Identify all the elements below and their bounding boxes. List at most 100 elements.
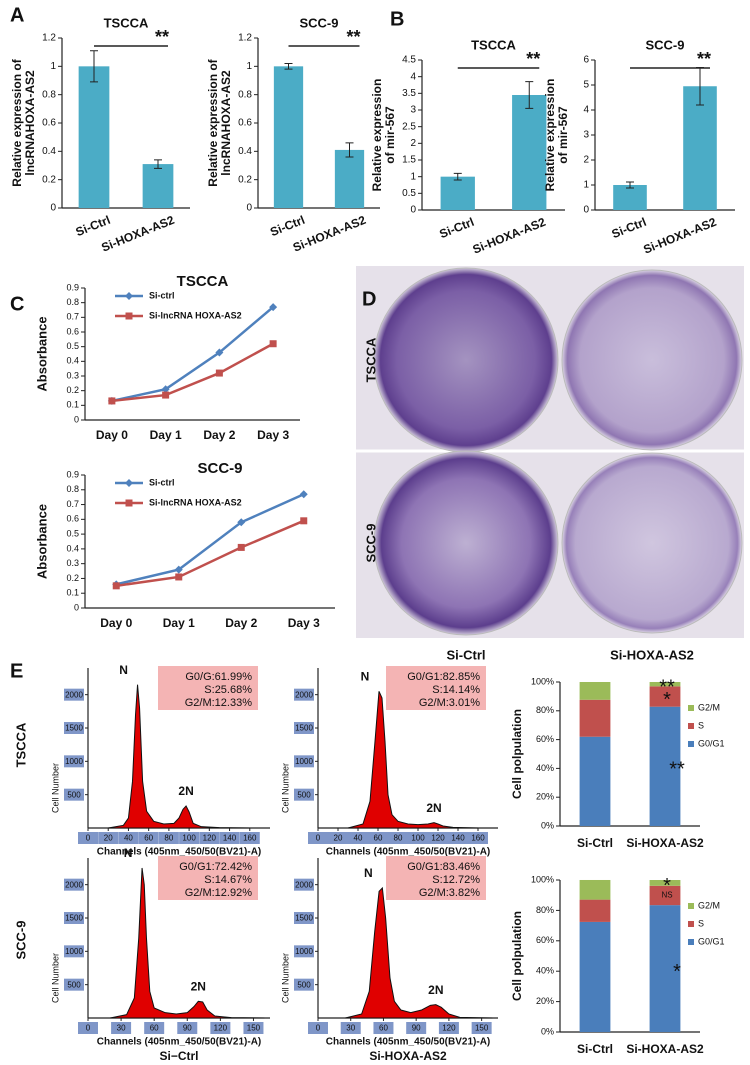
- peak-label: N: [119, 663, 128, 677]
- x-tick-label: 60: [150, 1024, 159, 1033]
- tick-chip: [328, 832, 348, 844]
- caption: Si-HOXA-AS2: [369, 1049, 447, 1063]
- x-tick-label: Si-HOXA-AS2: [626, 836, 704, 850]
- tick-chip: [294, 945, 314, 958]
- x-tick-label: Day 0: [100, 616, 132, 630]
- y-tick-label: 6: [583, 55, 589, 66]
- x-tick-label: 60: [379, 1024, 388, 1033]
- y-tick-label: 80%: [536, 705, 554, 715]
- x-tick-label: 0: [316, 1024, 321, 1033]
- bar-segment: [649, 686, 681, 707]
- y-tick-label: 80%: [536, 905, 554, 915]
- y-axis-label: Relative expression of: [206, 58, 220, 186]
- y-tick-label: 0.8: [66, 297, 79, 307]
- x-tick-label: 30: [346, 1024, 355, 1033]
- y-tick-label: 0.9: [66, 282, 79, 292]
- tick-chip: [64, 722, 84, 734]
- tick-chip: [468, 832, 488, 844]
- x-tick-label: 140: [451, 834, 465, 843]
- y-axis-label: Relative expression: [370, 79, 384, 192]
- y-tick-label: 0: [50, 203, 56, 214]
- y-tick-label: 0.3: [66, 558, 79, 568]
- error-bar: [453, 172, 462, 181]
- tick-chip: [64, 878, 84, 891]
- error-bar: [90, 50, 98, 83]
- y-tick-label: 1500: [65, 914, 83, 923]
- x-axis-label: Channels (405nm_450/50(BV21)-A): [326, 847, 491, 858]
- y-tick-label: 2.5: [402, 121, 416, 132]
- y-tick-label: 2000: [295, 690, 313, 699]
- chart-title: SCC-9: [645, 37, 684, 52]
- tick-chip: [64, 688, 84, 701]
- tick-chip: [158, 832, 179, 844]
- stats-box: [158, 666, 258, 710]
- y-tick-label: 0: [410, 205, 416, 216]
- tick-chip: [373, 1022, 394, 1034]
- tick-chip: [138, 832, 159, 844]
- marker: [125, 292, 133, 300]
- marker: [215, 369, 223, 377]
- legend-swatch: [688, 723, 694, 729]
- marker: [269, 303, 278, 312]
- stats-text: G2/M:12.92%: [185, 887, 252, 899]
- peak-label: 2N: [426, 801, 441, 815]
- stats-text: G0/G1:72.42%: [179, 861, 252, 873]
- bar-segment: [579, 899, 611, 922]
- y-tick-label: 0.6: [238, 118, 252, 129]
- y-tick-label: 3: [583, 130, 589, 141]
- y-tick-label: 0.1: [66, 400, 79, 410]
- y-tick-label: 2000: [65, 690, 83, 699]
- y-tick-label: 0.5: [402, 188, 416, 199]
- tick-chip: [294, 688, 314, 701]
- tick-chip: [64, 755, 84, 768]
- legend-label: G2/M: [698, 702, 720, 712]
- chart-title: TSCCA: [177, 273, 229, 290]
- y-tick-label: 0: [246, 203, 252, 214]
- y-tick-label: 0.9: [66, 469, 79, 479]
- stats-box: [158, 856, 258, 900]
- tick-chip: [118, 832, 139, 844]
- y-tick-label: 2000: [295, 880, 313, 889]
- y-axis-label: of mir-567: [383, 106, 397, 164]
- x-tick-label: Day 1: [150, 428, 182, 442]
- row-label: TSCCA: [13, 722, 28, 767]
- x-tick-label: 140: [223, 834, 237, 843]
- y-tick-label: 0%: [541, 820, 554, 830]
- x-tick-label: 40: [124, 834, 133, 843]
- dish: [373, 267, 559, 453]
- tick-chip: [294, 878, 314, 891]
- peak-label: N: [361, 670, 370, 684]
- y-tick-label: 60%: [536, 935, 554, 945]
- y-tick-label: 0.4: [66, 356, 79, 366]
- x-tick-label: 150: [247, 1024, 261, 1033]
- marker: [269, 340, 277, 348]
- peak-label: 2N: [191, 980, 206, 994]
- series-line: [116, 519, 305, 588]
- error-bar: [345, 142, 354, 158]
- legend-swatch: [688, 705, 694, 711]
- panel-label: A: [10, 4, 24, 26]
- tick-chip: [144, 1022, 165, 1034]
- y-tick-label: 0.5: [66, 528, 79, 538]
- histogram-curve: [345, 886, 493, 1019]
- y-tick-label: 20%: [536, 996, 554, 1006]
- y-tick-label: 5: [583, 80, 589, 91]
- tick-chip: [239, 832, 260, 844]
- marker: [299, 490, 308, 499]
- x-tick-label: 20: [334, 834, 343, 843]
- tick-chip: [179, 832, 200, 844]
- legend-label: Si-ctrl: [149, 290, 175, 300]
- legend-label: Si-ctrl: [149, 477, 175, 487]
- column-label: Si-HOXA-AS2: [610, 647, 694, 662]
- y-tick-label: 1: [583, 180, 589, 191]
- bar: [142, 164, 174, 208]
- y-tick-label: 1: [246, 61, 252, 72]
- y-tick-label: 40%: [536, 966, 554, 976]
- legend-swatch: [688, 939, 694, 945]
- tick-chip: [294, 912, 314, 924]
- y-axis-label: Cell Number: [50, 953, 60, 1003]
- series-line: [111, 306, 274, 403]
- y-axis-label: Absorbance: [34, 504, 49, 579]
- y-tick-label: 1500: [65, 724, 83, 733]
